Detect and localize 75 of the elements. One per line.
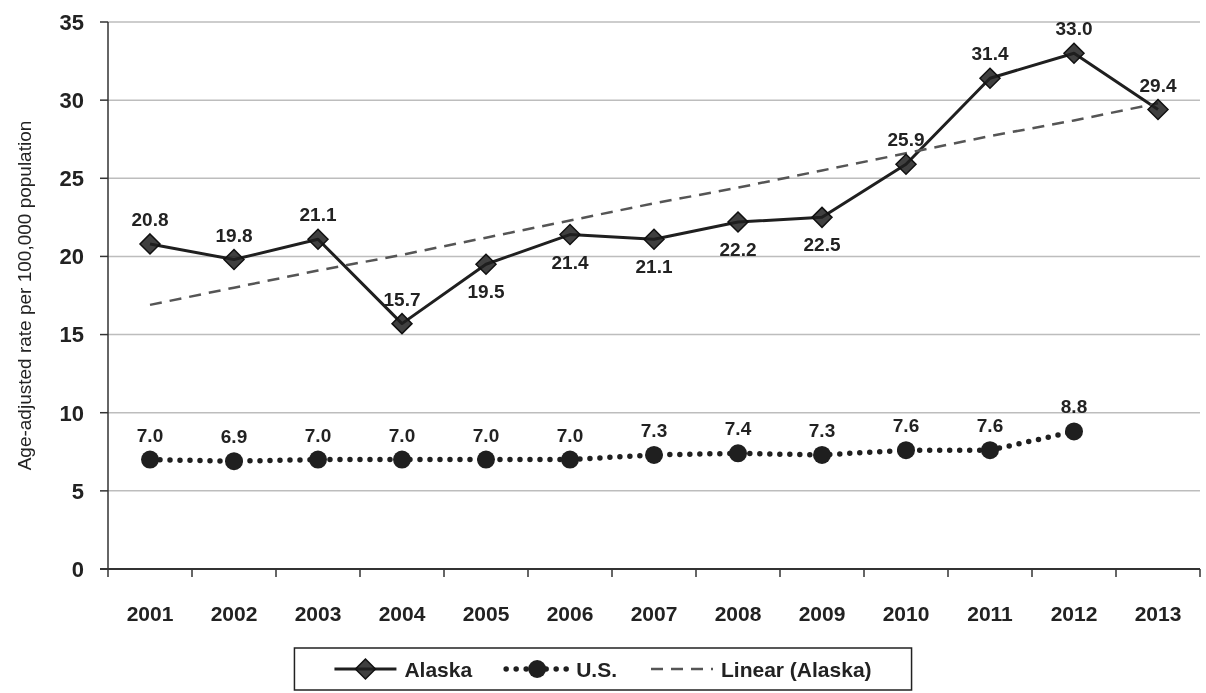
data-label: 7.0 — [304, 424, 332, 446]
x-tick-label: 2002 — [210, 602, 258, 625]
y-tick-label: 35 — [59, 9, 84, 35]
data-label: 21.1 — [299, 204, 337, 226]
x-tick-label: 2006 — [546, 602, 594, 625]
data-label: 20.8 — [131, 208, 169, 230]
data-label: 31.4 — [971, 43, 1009, 65]
x-tick-label: 2008 — [714, 602, 762, 625]
x-tick-label: 2011 — [967, 602, 1014, 625]
legend-label: U.S. — [576, 657, 617, 681]
y-tick-label: 25 — [59, 166, 84, 192]
point — [729, 444, 747, 463]
point — [1065, 422, 1083, 441]
y-tick-label: 0 — [71, 556, 84, 582]
data-label: 7.6 — [892, 415, 920, 437]
data-label: 33.0 — [1055, 18, 1093, 40]
data-label: 7.0 — [556, 424, 584, 446]
y-tick-label: 30 — [59, 88, 84, 114]
data-label: 7.6 — [976, 415, 1004, 437]
data-label: 7.0 — [136, 424, 164, 446]
data-label: 7.3 — [640, 419, 668, 441]
point — [1063, 42, 1085, 65]
point — [223, 248, 245, 271]
point — [811, 206, 833, 229]
point — [1147, 98, 1169, 121]
y-tick-label: 10 — [59, 400, 84, 426]
x-tick-label: 2003 — [294, 602, 342, 625]
x-tick-label: 2013 — [1134, 602, 1182, 625]
point — [895, 153, 917, 175]
point — [225, 452, 243, 471]
point — [559, 223, 581, 246]
point — [643, 228, 665, 250]
data-label: 19.5 — [467, 281, 505, 303]
point — [307, 228, 329, 250]
data-label: 25.9 — [887, 129, 925, 151]
data-label: 7.0 — [388, 424, 416, 446]
data-label: 29.4 — [1139, 74, 1177, 96]
x-tick-label: 2012 — [1050, 602, 1098, 625]
data-label: 22.2 — [719, 239, 757, 261]
legend-label: Alaska — [404, 657, 473, 681]
point — [309, 450, 327, 469]
data-label: 15.7 — [383, 288, 421, 310]
data-label: 7.3 — [808, 419, 836, 441]
point — [477, 450, 495, 469]
point — [645, 445, 663, 464]
x-tick-label: 2010 — [882, 602, 930, 625]
point — [141, 450, 159, 469]
y-tick-label: 5 — [71, 478, 84, 504]
point — [393, 450, 411, 469]
data-label: 6.9 — [220, 426, 248, 448]
x-tick-label: 2004 — [378, 602, 426, 625]
y-tick-label: 20 — [59, 244, 84, 270]
point — [897, 441, 915, 460]
legend-label: Linear (Alaska) — [721, 657, 872, 681]
y-tick-label: 15 — [59, 322, 84, 348]
point — [391, 312, 413, 335]
data-label: 19.8 — [215, 224, 253, 246]
point — [475, 253, 497, 275]
point — [561, 450, 579, 469]
x-tick-label: 2009 — [798, 602, 846, 625]
data-label: 7.4 — [724, 418, 752, 440]
x-tick-label: 2001 — [126, 602, 174, 625]
y-axis-title: Age-adjusted rate per 100,000 population — [13, 120, 35, 471]
point — [727, 211, 749, 233]
x-tick-label: 2005 — [462, 602, 510, 625]
point — [981, 441, 999, 460]
x-tick-label: 2007 — [630, 602, 678, 625]
point — [139, 233, 161, 255]
data-label: 7.0 — [472, 424, 500, 446]
data-label: 8.8 — [1060, 396, 1088, 418]
point — [979, 67, 1001, 90]
data-label: 21.1 — [635, 256, 673, 278]
data-label: 21.4 — [551, 251, 589, 273]
data-label: 22.5 — [803, 234, 841, 256]
point — [813, 445, 831, 464]
